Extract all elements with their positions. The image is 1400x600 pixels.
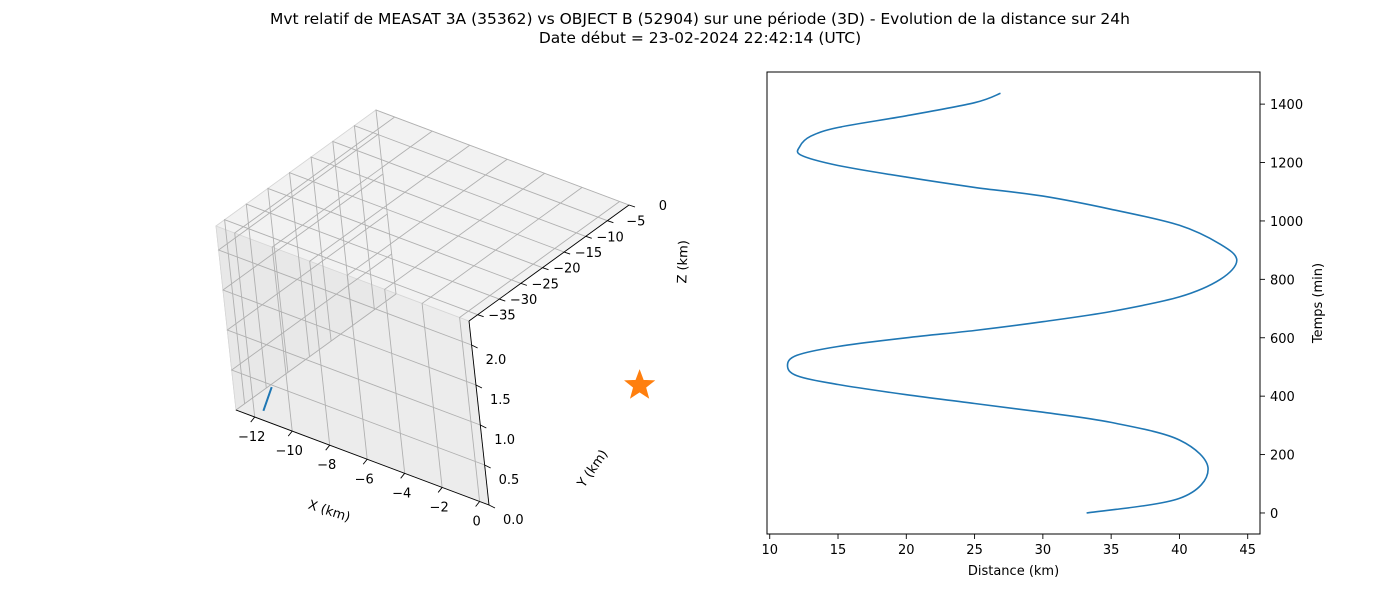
y-tick bbox=[475, 384, 483, 389]
x-tick-label: 15 bbox=[830, 543, 847, 558]
z-tick-label: 0 bbox=[659, 199, 667, 214]
z-tick-label: −20 bbox=[553, 262, 580, 277]
gridline-x bbox=[234, 116, 395, 418]
x-tick-label: 30 bbox=[1035, 543, 1052, 558]
gridline-y bbox=[222, 173, 477, 386]
y-tick-label: 400 bbox=[1270, 390, 1295, 405]
z-tick-label: −5 bbox=[626, 215, 645, 230]
z-tick-label: −10 bbox=[596, 230, 623, 245]
y-axis-title: Temps (min) bbox=[1311, 263, 1326, 344]
y-tick-label: 1200 bbox=[1270, 157, 1303, 172]
x-tick-label: −6 bbox=[355, 472, 374, 487]
distance-series-line bbox=[786, 92, 1238, 514]
gridline-z bbox=[310, 156, 565, 342]
gridline-z bbox=[353, 125, 608, 310]
y-tick-label: 1000 bbox=[1270, 215, 1303, 230]
x-tick-label: 35 bbox=[1103, 543, 1120, 558]
trajectory-line bbox=[262, 386, 273, 412]
gridline-y bbox=[226, 213, 481, 426]
z-tick bbox=[563, 251, 571, 255]
gridline-y bbox=[217, 133, 472, 346]
gridline-x bbox=[384, 172, 545, 474]
gridline-x bbox=[309, 144, 470, 446]
x-axis-line bbox=[235, 409, 490, 506]
x-tick bbox=[325, 444, 331, 451]
y-tick-label: 200 bbox=[1270, 449, 1295, 464]
z-tick bbox=[628, 204, 636, 208]
z-tick bbox=[477, 314, 484, 318]
gridline-x bbox=[421, 187, 583, 488]
gridline-x bbox=[271, 130, 433, 432]
y-tick-label: 1400 bbox=[1270, 98, 1303, 113]
z-tick-label: −15 bbox=[575, 246, 602, 261]
z-axis-line bbox=[468, 204, 630, 322]
z-tick-label: −35 bbox=[488, 309, 515, 324]
z-tick-label: −25 bbox=[531, 277, 558, 292]
z-tick bbox=[520, 282, 528, 286]
x-tick-label: 0 bbox=[472, 514, 480, 529]
x-tick-label: 45 bbox=[1239, 543, 1256, 558]
y-tick-label: 0.5 bbox=[499, 473, 520, 488]
y-tick bbox=[471, 344, 478, 349]
x-tick bbox=[362, 458, 368, 465]
gridline-z bbox=[288, 172, 543, 357]
y-tick-label: 0.0 bbox=[503, 513, 524, 528]
y-tick-label: 1.0 bbox=[494, 433, 515, 448]
gridline-x bbox=[459, 201, 620, 502]
gridline-z bbox=[332, 140, 586, 326]
x-tick-label: −10 bbox=[276, 444, 303, 459]
x-tick bbox=[437, 487, 443, 493]
gridline-z bbox=[224, 219, 478, 404]
x-tick-label: −8 bbox=[317, 458, 336, 473]
y-tick-label: 600 bbox=[1270, 332, 1295, 347]
x-tick-label: 25 bbox=[966, 543, 983, 558]
z-tick bbox=[607, 220, 614, 224]
chart-title-line-1: Mvt relatif de MEASAT 3A (35362) vs OBJE… bbox=[270, 10, 1130, 28]
gridline-z bbox=[245, 203, 500, 389]
x-tick-label: 20 bbox=[898, 543, 915, 558]
x-tick-label: 10 bbox=[761, 543, 778, 558]
x-tick-label: −12 bbox=[238, 430, 265, 445]
y-tick-label: 2.0 bbox=[486, 353, 507, 368]
plot-frame bbox=[766, 71, 1261, 535]
x-tick bbox=[287, 430, 293, 437]
x-tick-label: 40 bbox=[1171, 543, 1188, 558]
z-tick bbox=[542, 267, 549, 271]
x-tick-label: −4 bbox=[392, 486, 411, 501]
gridline-z bbox=[375, 109, 630, 295]
y-tick bbox=[488, 504, 496, 509]
chart-title-line-2: Date début = 23-02-2024 22:42:14 (UTC) bbox=[538, 29, 862, 47]
x-tick bbox=[400, 473, 406, 479]
y-tick bbox=[480, 424, 487, 429]
y-tick-label: 800 bbox=[1270, 273, 1295, 288]
y-tick-label: 1.5 bbox=[490, 393, 511, 408]
z-tick-label: −30 bbox=[510, 293, 537, 308]
x-tick bbox=[475, 501, 480, 507]
z-tick bbox=[499, 298, 506, 302]
x-tick bbox=[250, 416, 256, 423]
x-axis-title: Distance (km) bbox=[968, 564, 1059, 579]
object-star-marker bbox=[624, 369, 656, 399]
gridline-y bbox=[230, 253, 485, 466]
y-axis-line bbox=[468, 320, 490, 506]
gridline-z bbox=[267, 187, 522, 373]
z-axis-title: Z (km) bbox=[675, 240, 692, 284]
y-tick-label: 0 bbox=[1270, 507, 1278, 522]
x-tick-label: −2 bbox=[430, 500, 449, 515]
z-tick bbox=[585, 235, 592, 239]
y-tick bbox=[484, 464, 491, 469]
